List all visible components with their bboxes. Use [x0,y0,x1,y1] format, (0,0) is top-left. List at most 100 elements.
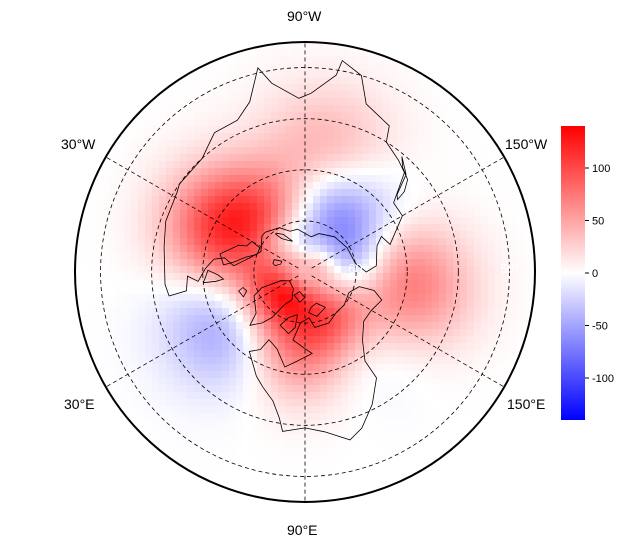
field-cell [145,287,153,295]
field-cell [313,210,321,218]
field-cell [327,441,335,449]
field-cell [152,336,160,344]
field-cell [299,56,307,64]
field-cell [110,245,118,253]
field-cell [180,287,188,295]
field-cell [348,399,356,407]
field-cell [460,385,468,393]
field-cell [194,252,202,260]
field-cell [348,119,356,127]
colorbar-ramp [561,126,585,420]
field-cell [453,280,461,288]
field-cell [131,217,139,225]
field-cell [103,294,111,302]
field-cell [509,329,517,337]
field-cell [404,182,412,190]
field-cell [439,154,447,162]
field-cell [369,112,377,120]
field-cell [292,497,300,502]
field-cell [453,217,461,225]
field-cell [243,385,251,393]
field-cell [201,84,209,92]
field-cell [131,413,139,421]
field-cell [369,70,377,78]
field-cell [369,56,377,64]
field-cell [138,308,146,316]
field-cell [467,357,475,365]
field-cell [355,266,363,274]
field-cell [264,126,272,134]
field-cell [376,420,384,428]
field-cell [362,203,370,211]
field-cell [152,154,160,162]
field-cell [82,182,90,190]
field-cell [474,168,482,176]
field-cell [488,399,496,407]
field-cell [299,133,307,141]
field-cell [306,392,314,400]
field-cell [474,294,482,302]
field-cell [180,413,188,421]
field-cell [264,168,272,176]
field-cell [250,469,258,477]
field-cell [138,329,146,337]
field-cell [320,42,328,50]
field-cell [180,399,188,407]
field-cell [383,147,391,155]
field-cell [299,77,307,85]
field-cell [334,77,342,85]
field-cell [173,98,181,106]
field-cell [159,273,167,281]
field-cell [376,357,384,365]
field-cell [488,266,496,274]
field-cell [166,189,174,197]
field-cell [411,308,419,316]
field-cell [215,441,223,449]
field-cell [208,133,216,141]
field-cell [313,196,321,204]
field-cell [306,154,314,162]
field-cell [481,168,489,176]
field-cell [341,161,349,169]
field-cell [229,301,237,309]
field-cell [215,301,223,309]
field-cell [369,140,377,148]
field-cell [341,371,349,379]
field-cell [523,350,531,358]
field-cell [425,420,433,428]
field-cell [439,133,447,141]
field-cell [390,196,398,204]
field-cell [299,168,307,176]
field-cell [397,287,405,295]
field-cell [488,259,496,267]
field-cell [208,63,216,71]
field-cell [229,217,237,225]
field-cell [509,203,517,211]
field-cell [299,427,307,435]
field-cell [432,273,440,281]
field-cell [222,259,230,267]
field-cell [341,84,349,92]
field-cell [460,133,468,141]
field-cell [271,245,279,253]
field-cell [425,126,433,134]
field-cell [474,371,482,379]
field-cell [278,350,286,358]
field-cell [285,126,293,134]
field-cell [103,210,111,218]
field-cell [264,490,272,498]
field-cell [222,385,230,393]
field-cell [516,217,524,225]
field-cell [355,350,363,358]
field-cell [397,175,405,183]
field-cell [306,175,314,183]
field-cell [103,301,111,309]
field-cell [138,238,146,246]
field-cell [194,420,202,428]
field-cell [439,420,447,428]
field-cell [320,427,328,435]
field-cell [278,105,286,113]
field-cell [334,126,342,134]
field-cell [509,259,517,267]
field-cell [187,70,195,78]
